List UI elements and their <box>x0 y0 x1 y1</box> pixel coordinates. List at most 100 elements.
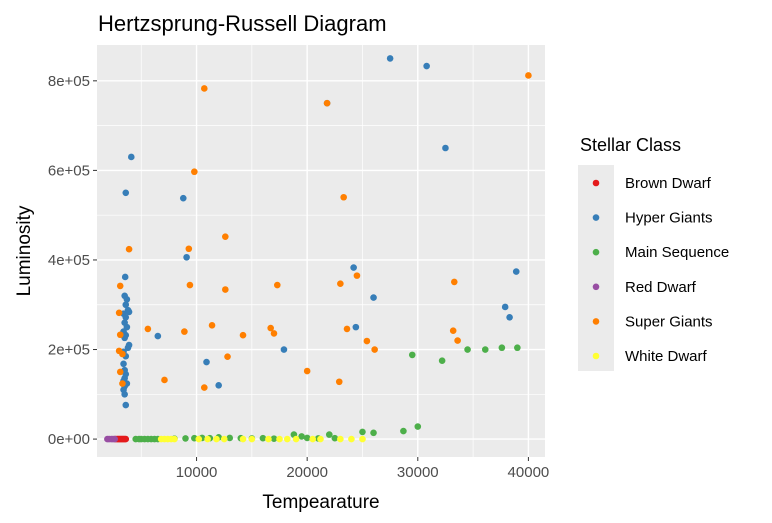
legend-label-main-sequence: Main Sequence <box>625 244 729 261</box>
legend-label-red-dwarf: Red Dwarf <box>625 279 697 296</box>
point-white-dwarf <box>265 436 272 443</box>
point-white-dwarf <box>171 436 178 443</box>
legend-label-white-dwarf: White Dwarf <box>625 348 708 365</box>
x-axis-title: Tempearature <box>262 492 379 513</box>
point-hyper-giants <box>423 63 430 70</box>
legend-key-brown-dwarf <box>593 180 600 187</box>
point-main-sequence <box>464 346 471 353</box>
point-main-sequence <box>326 431 333 438</box>
point-hyper-giants <box>122 402 129 409</box>
point-main-sequence <box>182 435 189 442</box>
point-main-sequence <box>359 429 366 436</box>
point-super-giants <box>126 246 133 253</box>
point-red-dwarf <box>111 436 118 443</box>
y-tick-label: 4e+05 <box>48 252 90 269</box>
point-super-giants <box>181 328 188 335</box>
point-super-giants <box>304 368 311 375</box>
point-super-giants <box>354 272 361 279</box>
point-super-giants <box>145 326 152 333</box>
point-white-dwarf <box>348 436 355 443</box>
y-tick-label: 8e+05 <box>48 73 90 90</box>
point-main-sequence <box>499 344 506 351</box>
x-tick-label: 30000 <box>397 464 439 481</box>
point-hyper-giants <box>183 254 190 261</box>
point-hyper-giants <box>513 268 520 275</box>
point-main-sequence <box>260 435 267 442</box>
point-hyper-giants <box>128 154 135 161</box>
point-hyper-giants <box>203 359 210 366</box>
point-super-giants <box>364 338 371 345</box>
point-white-dwarf <box>249 436 256 443</box>
point-super-giants <box>271 330 278 337</box>
point-super-giants <box>117 283 124 290</box>
point-main-sequence <box>514 344 521 351</box>
point-super-giants <box>116 310 123 317</box>
x-tick-label: 20000 <box>286 464 328 481</box>
point-super-giants <box>222 233 229 240</box>
point-super-giants <box>161 377 168 384</box>
point-main-sequence <box>370 430 377 437</box>
point-white-dwarf <box>195 436 202 443</box>
point-hyper-giants <box>387 55 394 62</box>
point-hyper-giants <box>155 333 162 340</box>
legend-key-super-giants <box>593 318 600 325</box>
y-axis-title: Luminosity <box>14 205 35 296</box>
y-tick-label: 6e+05 <box>48 162 90 179</box>
point-hyper-giants <box>121 391 128 398</box>
point-white-dwarf <box>309 436 316 443</box>
legend-label-brown-dwarf: Brown Dwarf <box>625 175 712 192</box>
point-brown-dwarf <box>122 436 129 443</box>
point-white-dwarf <box>359 436 366 443</box>
legend-label-hyper-giants: Hyper Giants <box>625 210 713 227</box>
point-super-giants <box>117 331 124 338</box>
point-white-dwarf <box>240 436 247 443</box>
point-hyper-giants <box>350 264 357 271</box>
point-white-dwarf <box>293 436 300 443</box>
point-main-sequence <box>482 346 489 353</box>
point-super-giants <box>274 282 281 289</box>
point-white-dwarf <box>317 436 324 443</box>
legend-key-white-dwarf <box>593 353 600 360</box>
y-axis-ticks: 0e+00 2e+05 4e+05 6e+05 8e+05 <box>48 73 97 448</box>
x-tick-label: 40000 <box>508 464 550 481</box>
point-super-giants <box>191 168 198 175</box>
point-super-giants <box>119 380 126 387</box>
plot-panel <box>97 45 545 457</box>
legend-key-hyper-giants <box>593 214 600 221</box>
point-super-giants <box>222 286 229 293</box>
point-main-sequence <box>304 435 311 442</box>
point-super-giants <box>240 332 247 339</box>
point-white-dwarf <box>204 436 211 443</box>
point-white-dwarf <box>276 436 283 443</box>
point-super-giants <box>324 100 331 107</box>
legend-label-super-giants: Super Giants <box>625 313 713 330</box>
point-super-giants <box>451 279 458 286</box>
y-tick-label: 2e+05 <box>48 342 90 359</box>
legend-key-red-dwarf <box>593 284 600 291</box>
point-hyper-giants <box>502 304 509 311</box>
point-white-dwarf <box>221 436 228 443</box>
point-super-giants <box>209 322 216 329</box>
point-hyper-giants <box>370 294 377 301</box>
point-main-sequence <box>400 428 407 435</box>
point-hyper-giants <box>122 189 129 196</box>
point-hyper-giants <box>442 145 449 152</box>
legend-title: Stellar Class <box>580 135 681 155</box>
point-super-giants <box>344 326 351 333</box>
point-super-giants <box>224 353 231 360</box>
point-white-dwarf <box>213 436 220 443</box>
point-super-giants <box>340 194 347 201</box>
y-tick-label: 0e+00 <box>48 431 90 448</box>
point-super-giants <box>450 327 457 334</box>
point-main-sequence <box>439 357 446 364</box>
point-super-giants <box>186 245 193 252</box>
point-super-giants <box>187 282 194 289</box>
point-super-giants <box>117 369 124 376</box>
point-hyper-giants <box>120 361 127 368</box>
point-super-giants <box>201 384 208 391</box>
point-super-giants <box>337 280 344 287</box>
point-hyper-giants <box>506 314 513 321</box>
point-super-giants <box>371 346 378 353</box>
point-super-giants <box>336 378 343 385</box>
